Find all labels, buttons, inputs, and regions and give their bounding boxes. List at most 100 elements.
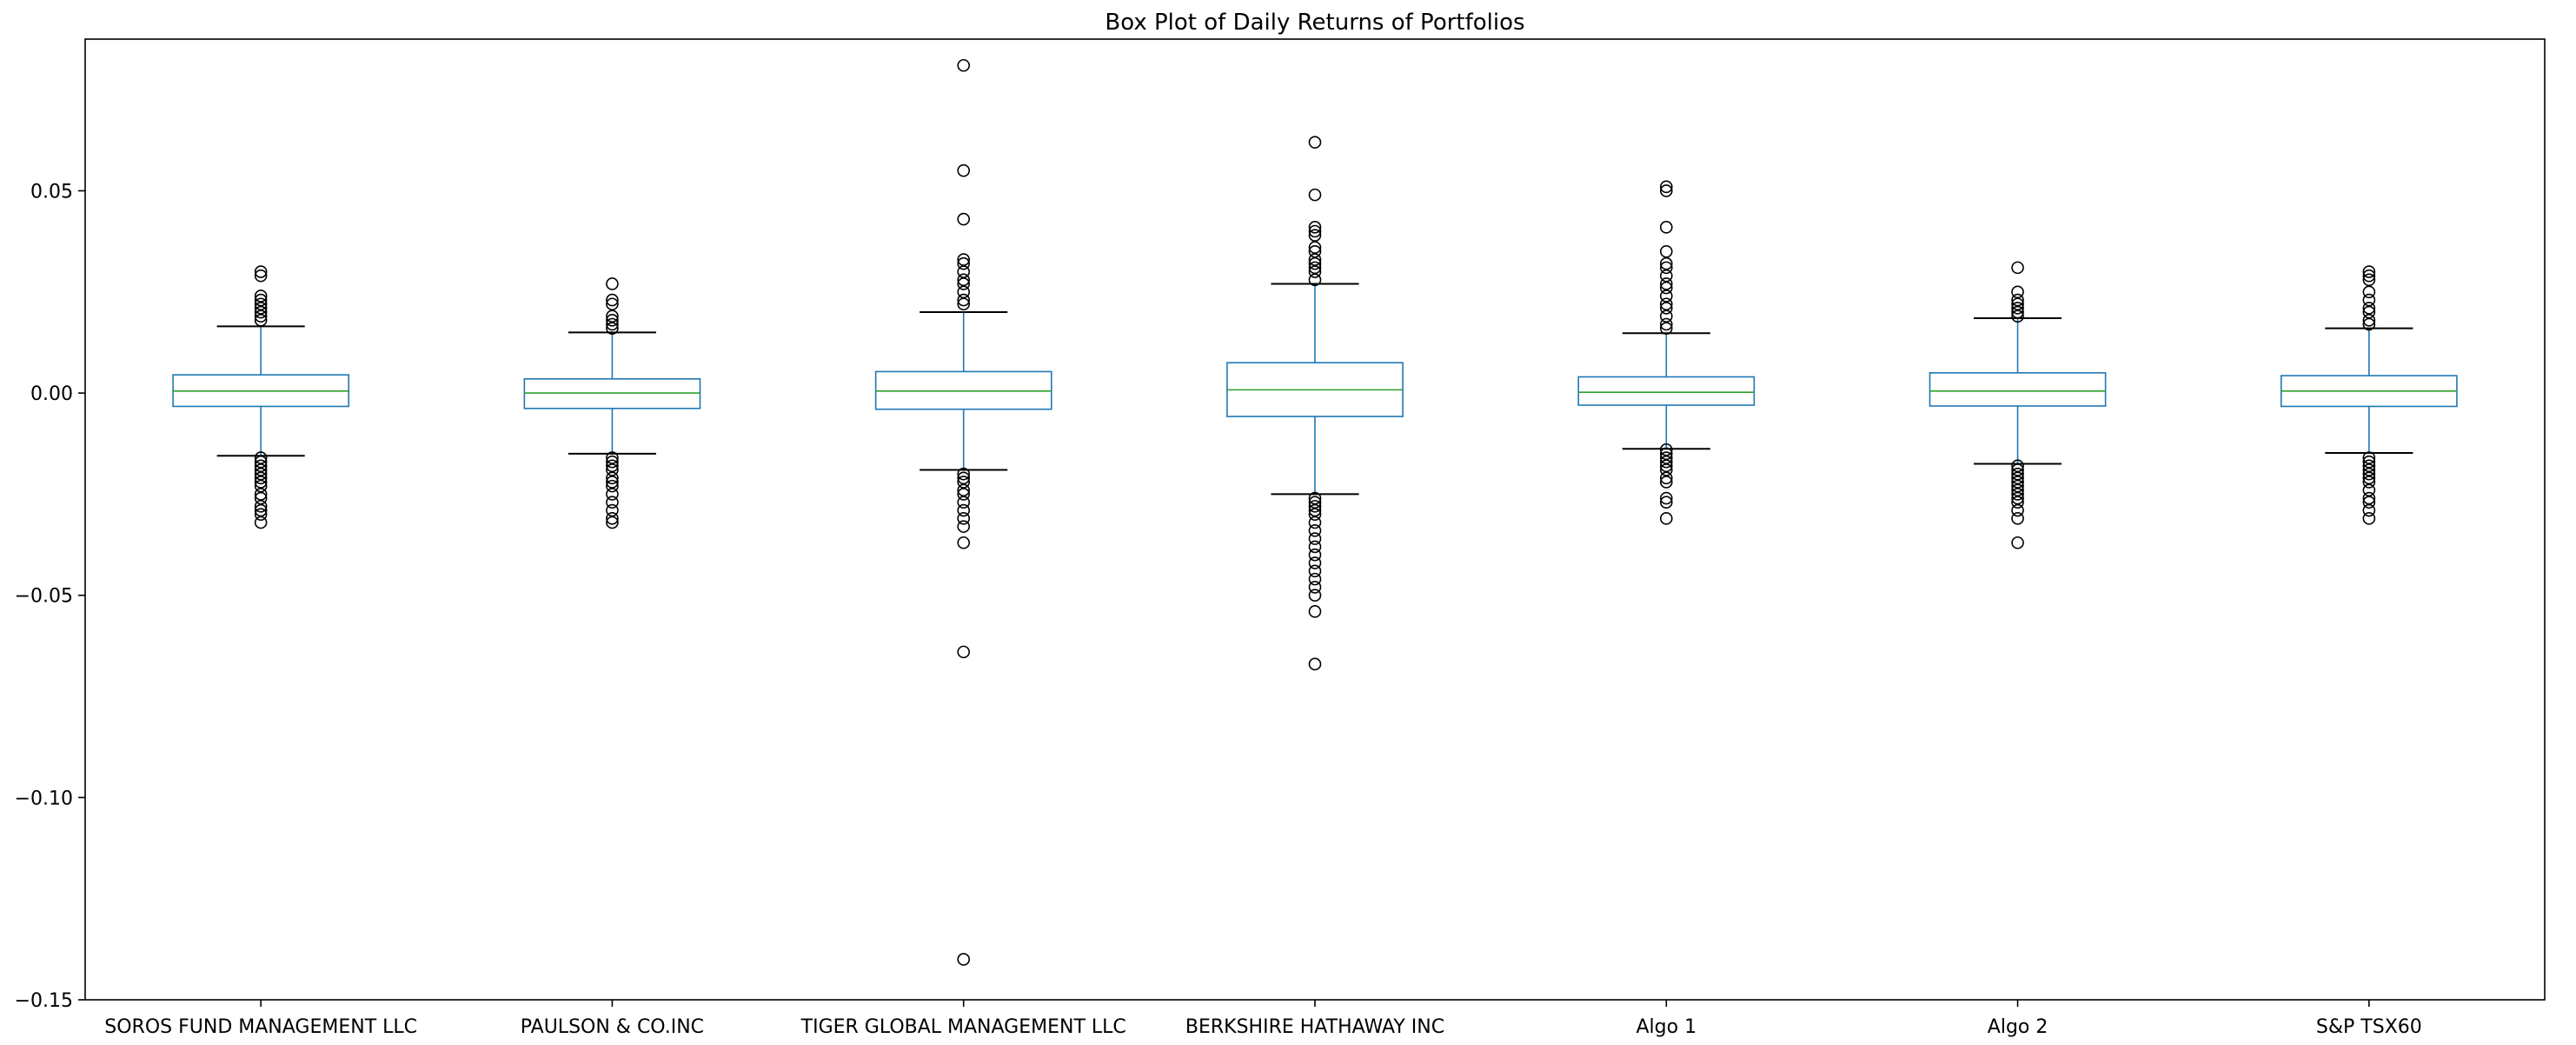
outlier-point [1659, 455, 1673, 469]
outlier-point [1659, 269, 1673, 283]
outlier-point [1308, 224, 1322, 238]
outlier-point [1659, 290, 1673, 303]
x-tick-label: Algo 1 [1636, 1016, 1696, 1038]
x-tick-label: S&P TSX60 [2316, 1016, 2422, 1038]
outlier-point [254, 516, 268, 529]
outlier-point [2362, 273, 2376, 287]
outlier-point [254, 467, 268, 481]
outlier-point [957, 285, 971, 299]
outlier-point [2011, 512, 2024, 525]
outlier-point [2011, 503, 2024, 517]
outlier-point [1659, 302, 1673, 315]
outlier-point [957, 645, 971, 659]
box-series [172, 265, 350, 529]
outlier-point [2011, 261, 2024, 275]
outlier-point [254, 503, 268, 517]
outlier-point [254, 508, 268, 521]
outlier-point [2362, 503, 2376, 517]
outlier-point [2362, 314, 2376, 327]
outlier-point [1308, 188, 1322, 202]
outlier-point [1659, 184, 1673, 197]
outlier-point [606, 314, 619, 327]
outlier-point [254, 471, 268, 485]
outlier-point [254, 265, 268, 278]
outlier-point [606, 459, 619, 473]
outlier-point [606, 310, 619, 323]
outlier-point [1659, 297, 1673, 311]
outlier-point [957, 58, 971, 72]
outlier-point [606, 503, 619, 517]
outlier-point [1308, 589, 1322, 602]
outlier-point [1308, 540, 1322, 554]
outlier-point [2362, 265, 2376, 278]
outlier-point [254, 293, 268, 307]
outlier-point [606, 512, 619, 525]
outlier-point [254, 459, 268, 473]
y-tick-label: 0.05 [30, 181, 73, 203]
outlier-point [1659, 317, 1673, 331]
outlier-point [2011, 496, 2024, 509]
outlier-point [2362, 467, 2376, 481]
y-tick-label: −0.15 [15, 990, 73, 1012]
outlier-point [606, 317, 619, 331]
outlier-point [1308, 244, 1322, 258]
outlier-point [1308, 581, 1322, 594]
outlier-point [957, 265, 971, 278]
x-axis: SOROS FUND MANAGEMENT LLC PAULSON & CO.IN… [104, 1000, 2422, 1038]
outlier-point [1659, 491, 1673, 505]
outlier-point [957, 520, 971, 533]
box-series [874, 58, 1052, 966]
outlier-point [957, 273, 971, 287]
outlier-point [957, 467, 971, 481]
outlier-point [1659, 221, 1673, 234]
outlier-point [2011, 310, 2024, 323]
outlier-point [1659, 463, 1673, 476]
outlier-point [2011, 305, 2024, 319]
outlier-point [1308, 516, 1322, 529]
outlier-point [1659, 451, 1673, 464]
y-tick-label: −0.05 [15, 586, 73, 608]
outlier-point [957, 476, 971, 489]
outlier-point [957, 212, 971, 226]
y-tick-label: −0.10 [15, 788, 73, 809]
outlier-point [254, 476, 268, 489]
outlier-point [2362, 476, 2376, 489]
outlier-point [1659, 277, 1673, 290]
outlier-point [2362, 512, 2376, 525]
outlier-point [254, 488, 268, 501]
outlier-point [606, 455, 619, 469]
outlier-point [1308, 491, 1322, 505]
outlier-point [1308, 572, 1322, 586]
box-group [172, 58, 2458, 966]
outlier-point [2362, 459, 2376, 473]
outlier-point [606, 293, 619, 307]
outlier-point [2011, 536, 2024, 549]
outlier-point [254, 310, 268, 323]
outlier-point [957, 297, 971, 311]
outlier-point [606, 463, 619, 476]
outlier-point [254, 290, 268, 303]
outlier-point [254, 479, 268, 493]
outlier-point [1308, 256, 1322, 270]
outlier-point [254, 314, 268, 327]
outlier-point [2362, 496, 2376, 509]
outlier-point [2011, 488, 2024, 501]
outlier-point [254, 451, 268, 464]
outlier-point [606, 496, 619, 509]
plot-frame [84, 38, 2546, 1001]
outlier-point [606, 476, 619, 489]
outlier-point [2362, 293, 2376, 307]
outlier-point [254, 305, 268, 319]
y-axis: 0.05 0.00 −0.05 −0.10 −0.15 [15, 181, 85, 1012]
x-tick-label: PAULSON & CO.INC [521, 1016, 704, 1038]
outlier-point [1308, 657, 1322, 671]
iqr-box [1577, 376, 1756, 406]
outlier-point [957, 256, 971, 270]
outlier-point [606, 277, 619, 290]
outlier-point [254, 269, 268, 283]
outlier-point [1308, 503, 1322, 517]
outlier-point [1308, 508, 1322, 521]
outlier-point [1659, 244, 1673, 258]
outlier-point [957, 483, 971, 497]
